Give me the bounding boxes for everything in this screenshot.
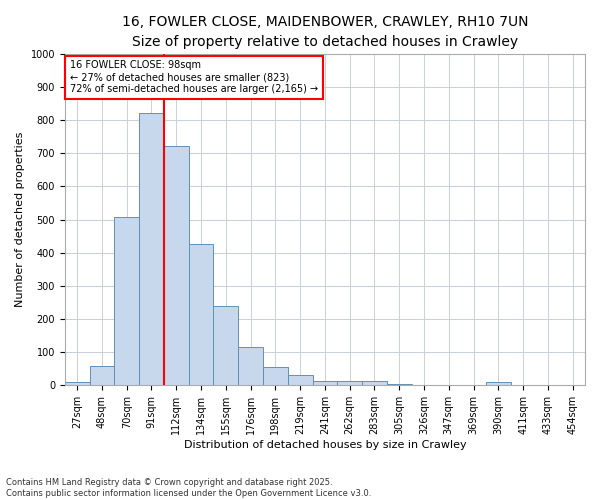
- Bar: [65, 382, 89, 386]
- Bar: [387, 384, 412, 386]
- Bar: [288, 376, 313, 386]
- Bar: [313, 380, 337, 386]
- Title: 16, FOWLER CLOSE, MAIDENBOWER, CRAWLEY, RH10 7UN
Size of property relative to de: 16, FOWLER CLOSE, MAIDENBOWER, CRAWLEY, …: [122, 15, 528, 48]
- Y-axis label: Number of detached properties: Number of detached properties: [15, 132, 25, 308]
- Bar: [337, 382, 362, 386]
- Bar: [214, 306, 238, 386]
- Bar: [115, 218, 139, 386]
- Bar: [139, 112, 164, 386]
- Bar: [188, 244, 214, 386]
- Text: 16 FOWLER CLOSE: 98sqm
← 27% of detached houses are smaller (823)
72% of semi-de: 16 FOWLER CLOSE: 98sqm ← 27% of detached…: [70, 60, 318, 94]
- Bar: [486, 382, 511, 386]
- Text: Contains HM Land Registry data © Crown copyright and database right 2025.
Contai: Contains HM Land Registry data © Crown c…: [6, 478, 371, 498]
- Bar: [89, 366, 115, 386]
- Bar: [238, 347, 263, 386]
- Bar: [362, 382, 387, 386]
- Bar: [164, 146, 188, 386]
- Bar: [263, 367, 288, 386]
- X-axis label: Distribution of detached houses by size in Crawley: Distribution of detached houses by size …: [184, 440, 466, 450]
